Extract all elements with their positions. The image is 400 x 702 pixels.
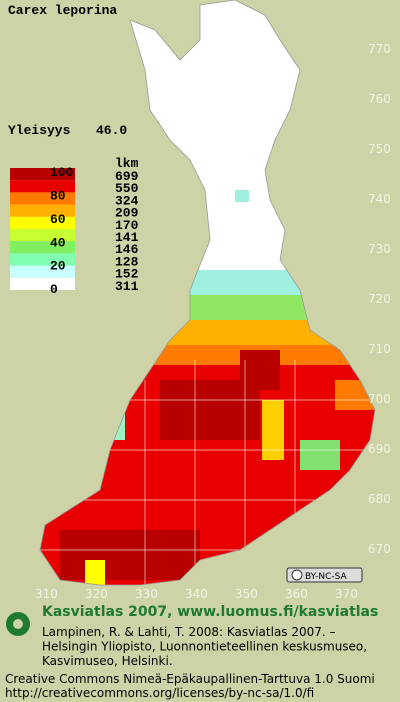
legend-count: 324 (115, 193, 139, 208)
logo-center (13, 619, 23, 629)
cc-icon (291, 569, 303, 581)
badge-text: BY-NC-SA (305, 572, 348, 582)
count-header: lkm (115, 156, 139, 171)
north-coordinate: 750 (368, 142, 391, 156)
legend-scale-label: 20 (50, 259, 66, 274)
north-coordinate: 720 (368, 292, 391, 306)
legend-swatch (10, 216, 75, 229)
footer-heading[interactable]: Kasviatlas 2007, www.luomus.fi/kasviatla… (42, 604, 378, 620)
legend-count: 152 (115, 267, 139, 282)
species-title: Carex leporina (8, 3, 117, 18)
legend-scale-label: 60 (50, 212, 66, 227)
license-badge[interactable] (286, 567, 363, 583)
legend-count: 699 (115, 169, 139, 184)
north-coordinate: 710 (368, 342, 391, 356)
legend-count: 550 (115, 181, 139, 196)
east-coordinate: 320 (85, 587, 108, 601)
legend-swatch (10, 204, 75, 217)
legend-count: 311 (115, 279, 139, 294)
license-line: http://creativecommons.org/licenses/by-n… (5, 686, 314, 700)
north-coordinate: 730 (368, 242, 391, 256)
legend-swatch (10, 192, 75, 205)
frequency-value: 46.0 (96, 123, 127, 138)
legend-swatch (10, 277, 75, 290)
legend-scale-label: 40 (50, 235, 66, 250)
north-coordinate: 770 (368, 42, 391, 56)
frequency-label: Yleisyys (8, 123, 71, 138)
legend-swatch (10, 265, 75, 278)
legend-swatch (10, 253, 75, 266)
east-coordinate: 310 (35, 587, 58, 601)
legend-count: 146 (115, 242, 139, 257)
north-coordinate: 690 (368, 442, 391, 456)
north-coordinate: 670 (368, 542, 391, 556)
map-area (40, 0, 375, 585)
legend-swatch (10, 180, 75, 193)
east-coordinate: 340 (185, 587, 208, 601)
legend-scale-label: 80 (50, 188, 66, 203)
north-coordinate: 680 (368, 492, 391, 506)
legend-swatch (10, 241, 75, 254)
citation-line: Helsingin Yliopisto, Luonnontieteellinen… (42, 640, 367, 654)
citation-line: Lampinen, R. & Lahti, T. 2008: Kasviatla… (42, 625, 336, 639)
citation-line: Kasvimuseo, Helsinki. (42, 654, 173, 668)
north-coordinate: 740 (368, 192, 391, 206)
legend-count: 209 (115, 206, 139, 221)
east-coordinate: 370 (335, 587, 358, 601)
legend-scale-label: 0 (50, 282, 58, 297)
license-line: Creative Commons Nimeä-Epäkaupallinen-Ta… (5, 672, 375, 686)
legend-count: 141 (115, 230, 139, 245)
country-outline (39, 0, 376, 586)
east-coordinate: 350 (235, 587, 258, 601)
legend-scale-label: 100 (50, 165, 74, 180)
legend-count: 128 (115, 254, 139, 269)
north-coordinate: 700 (368, 392, 391, 406)
north-coordinate: 760 (368, 92, 391, 106)
legend-swatch (10, 168, 75, 181)
legend-count: 170 (115, 218, 139, 233)
east-coordinate: 330 (135, 587, 158, 601)
legend-swatch (10, 229, 75, 242)
east-coordinate: 360 (285, 587, 308, 601)
